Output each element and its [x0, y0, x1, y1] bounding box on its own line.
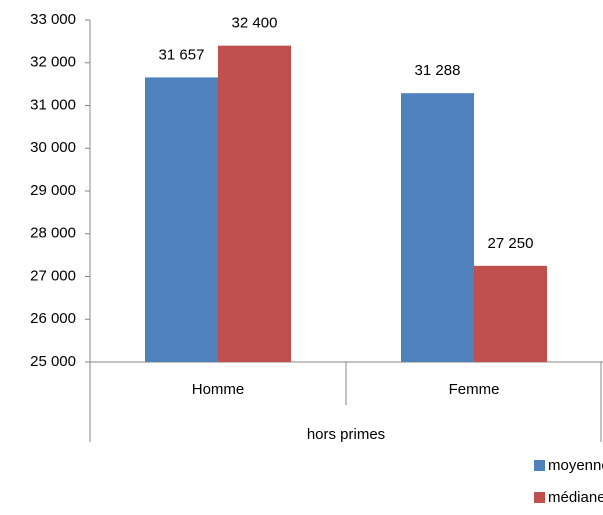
y-tick-label: 32 000	[30, 54, 76, 71]
bar	[401, 93, 474, 363]
value-label: 27 250	[488, 235, 534, 252]
bar	[218, 45, 291, 363]
y-tick-label: 26 000	[30, 310, 76, 327]
bar	[145, 77, 218, 362]
y-tick-label: 28 000	[30, 225, 76, 242]
bar	[474, 265, 547, 362]
x-tick-label: Femme	[449, 381, 500, 398]
y-tick-label: 27 000	[30, 267, 76, 284]
legend-label: médiane	[548, 489, 603, 506]
y-tick-label: 30 000	[30, 139, 76, 156]
value-label: 31 657	[159, 46, 205, 63]
group-label: hors primes	[307, 426, 385, 443]
y-tick-label: 29 000	[30, 182, 76, 199]
legend-swatch	[534, 492, 545, 503]
legend-swatch	[534, 460, 545, 471]
value-label: 31 288	[415, 62, 461, 79]
x-tick-label: Homme	[192, 381, 245, 398]
y-tick-label: 33 000	[30, 11, 76, 28]
y-tick-label: 31 000	[30, 96, 76, 113]
y-tick-label: 25 000	[30, 353, 76, 370]
value-label: 32 400	[232, 15, 278, 32]
legend-label: moyenne	[548, 457, 603, 474]
